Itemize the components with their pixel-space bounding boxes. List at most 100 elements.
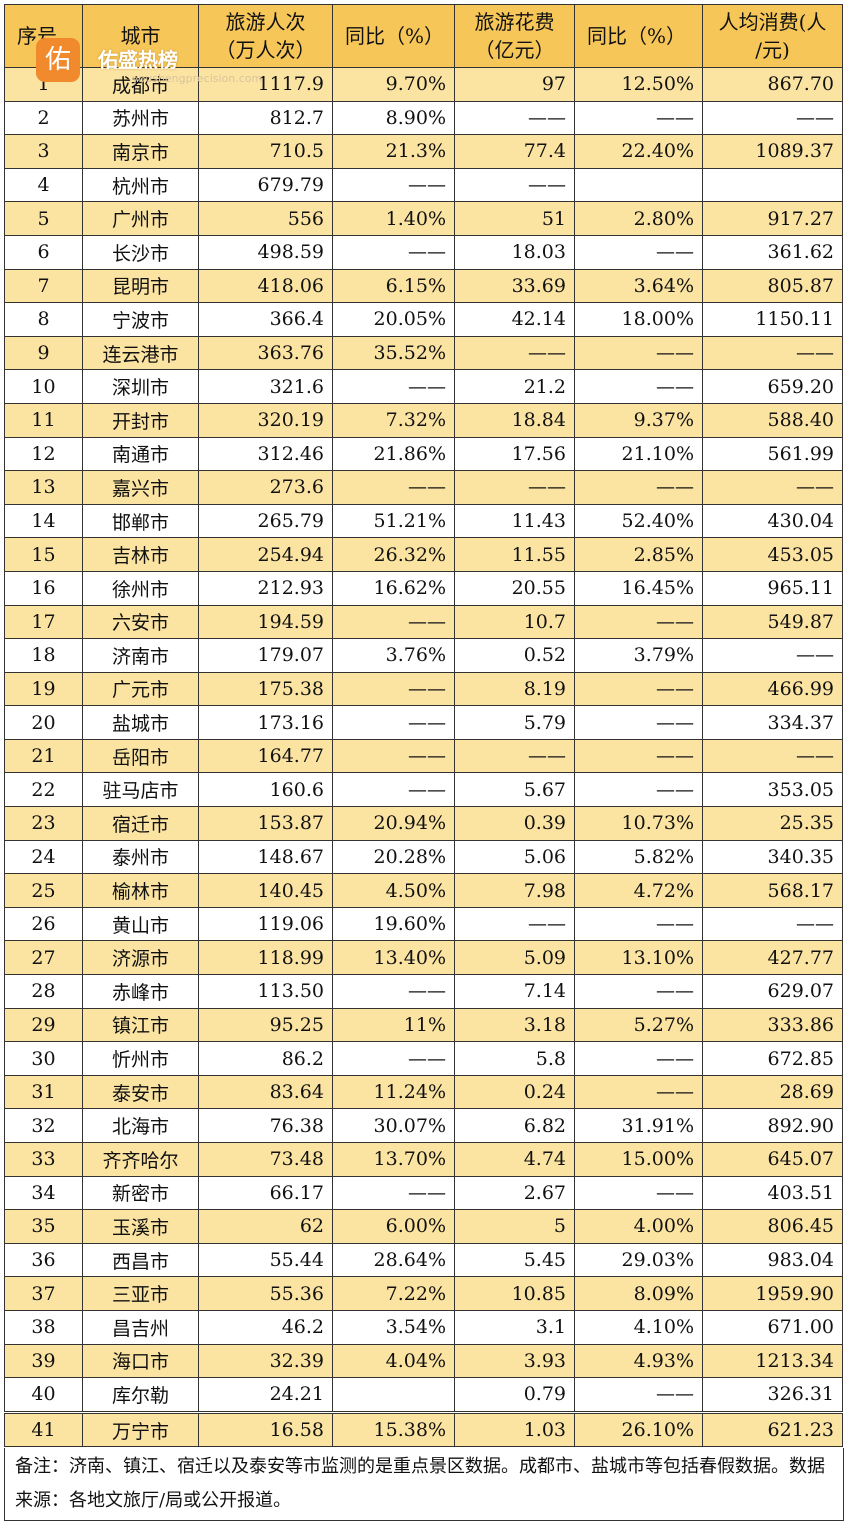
- cell-spending: 3.1: [454, 1309, 575, 1345]
- table-row: 36 西昌市 55.44 28.64% 5.45 29.03% 983.04: [4, 1242, 843, 1278]
- table-row: 4 杭州市 679.79 —— ——: [4, 167, 843, 203]
- cell-spending-yoy: ——: [574, 1074, 703, 1110]
- cell-visitors-yoy: 4.50%: [332, 873, 455, 908]
- cell-per-capita: 629.07: [702, 974, 843, 1009]
- cell-spending: 8.19: [454, 671, 575, 707]
- table-row: 25 榆林市 140.45 4.50% 7.98 4.72% 568.17: [4, 873, 843, 908]
- cell-visitors-yoy: 51.21%: [332, 503, 455, 539]
- cell-per-capita: 806.45: [702, 1209, 843, 1244]
- cell-visitors-yoy: 35.52%: [332, 335, 455, 371]
- cell-spending-yoy: ——: [574, 738, 703, 774]
- cell-spending: ——: [454, 335, 575, 371]
- cell-index: 14: [4, 503, 83, 539]
- cell-city: 长沙市: [82, 234, 199, 270]
- cell-index: 18: [4, 638, 83, 673]
- cell-index: 27: [4, 940, 83, 976]
- cell-city: 南京市: [82, 134, 199, 169]
- cell-city: 泰安市: [82, 1074, 199, 1110]
- table-row: 34 新密市 66.17 —— 2.67 —— 403.51: [4, 1175, 843, 1211]
- table-row: 15 吉林市 254.94 26.32% 11.55 2.85% 453.05: [4, 537, 843, 572]
- cell-visitors: 679.79: [198, 167, 333, 203]
- cell-visitors-yoy: 11%: [332, 1007, 455, 1043]
- cell-spending-yoy: 21.10%: [574, 436, 703, 472]
- cell-index: 11: [4, 402, 83, 438]
- cell-visitors-yoy: 20.05%: [332, 302, 455, 337]
- cell-visitors-yoy: 6.00%: [332, 1209, 455, 1244]
- cell-spending: 20.55: [454, 570, 575, 606]
- cell-index: 41: [4, 1410, 83, 1448]
- table-row: 3 南京市 710.5 21.3% 77.4 22.40% 1089.37: [4, 134, 843, 169]
- cell-visitors-yoy: 6.15%: [332, 268, 455, 304]
- cell-per-capita: 326.31: [702, 1377, 843, 1413]
- table-row: 37 三亚市 55.36 7.22% 10.85 8.09% 1959.90: [4, 1276, 843, 1311]
- cell-visitors: 273.6: [198, 470, 333, 505]
- cell-city: 忻州市: [82, 1041, 199, 1076]
- cell-city: 宁波市: [82, 302, 199, 337]
- cell-spending: ——: [454, 167, 575, 203]
- table-row: 33 齐齐哈尔 73.48 13.70% 4.74 15.00% 645.07: [4, 1142, 843, 1177]
- cell-visitors: 83.64: [198, 1074, 333, 1110]
- cell-spending-yoy: ——: [574, 705, 703, 740]
- cell-index: 36: [4, 1242, 83, 1278]
- cell-visitors: 320.19: [198, 402, 333, 438]
- table-row: 2 苏州市 812.7 8.90% —— —— ——: [4, 100, 843, 136]
- cell-per-capita: 805.87: [702, 268, 843, 304]
- cell-visitors-yoy: ——: [332, 772, 455, 808]
- cell-index: 5: [4, 201, 83, 236]
- cell-visitors: 76.38: [198, 1108, 333, 1143]
- cell-index: 4: [4, 167, 83, 203]
- table-row: 13 嘉兴市 273.6 —— —— —— ——: [4, 470, 843, 505]
- cell-index: 9: [4, 335, 83, 371]
- cell-spending: 10.7: [454, 604, 575, 640]
- cell-per-capita: 333.86: [702, 1007, 843, 1043]
- cell-visitors-yoy: ——: [332, 738, 455, 774]
- cell-city: 济南市: [82, 638, 199, 673]
- cell-visitors-yoy: 7.22%: [332, 1276, 455, 1311]
- cell-spending-yoy: 29.03%: [574, 1242, 703, 1278]
- cell-visitors: 160.6: [198, 772, 333, 808]
- cell-visitors-yoy: 13.70%: [332, 1142, 455, 1177]
- cell-index: 32: [4, 1108, 83, 1143]
- cell-spending: ——: [454, 470, 575, 505]
- cell-visitors: 179.07: [198, 638, 333, 673]
- table-row: 41 万宁市 16.58 15.38% 1.03 26.10% 621.23: [4, 1410, 843, 1448]
- cell-visitors: 153.87: [198, 806, 333, 841]
- table-row: 31 泰安市 83.64 11.24% 0.24 —— 28.69: [4, 1074, 843, 1110]
- table-footnote: 备注：济南、镇江、宿迁以及泰安等市监测的是重点景区数据。成都市、盐城市等包括春假…: [4, 1448, 844, 1521]
- cell-per-capita: 334.37: [702, 705, 843, 740]
- cell-city: 广州市: [82, 201, 199, 236]
- cell-spending-yoy: ——: [574, 234, 703, 270]
- cell-visitors-yoy: 13.40%: [332, 940, 455, 976]
- cell-index: 40: [4, 1377, 83, 1413]
- cell-per-capita: 588.40: [702, 402, 843, 438]
- cell-visitors: 556: [198, 201, 333, 236]
- cell-spending: 33.69: [454, 268, 575, 304]
- table-row: 6 长沙市 498.59 —— 18.03 —— 361.62: [4, 234, 843, 270]
- table-row: 29 镇江市 95.25 11% 3.18 5.27% 333.86: [4, 1007, 843, 1043]
- cell-spending-yoy: 5.27%: [574, 1007, 703, 1043]
- cell-visitors: 66.17: [198, 1175, 333, 1211]
- cell-index: 6: [4, 234, 83, 270]
- cell-per-capita: 361.62: [702, 234, 843, 270]
- cell-city: 海口市: [82, 1343, 199, 1379]
- table-row: 14 邯郸市 265.79 51.21% 11.43 52.40% 430.04: [4, 503, 843, 539]
- table-header-row: 序号 城市 旅游人次 （万人次） 同比（%） 旅游花费 （亿元） 同比（%） 人均消…: [4, 4, 843, 68]
- cell-visitors: 312.46: [198, 436, 333, 472]
- header-per-capita: 人均消费(人/元): [702, 4, 843, 68]
- cell-spending-yoy: 18.00%: [574, 302, 703, 337]
- cell-per-capita: 427.77: [702, 940, 843, 976]
- watermark-logo-icon: 佑: [36, 38, 80, 82]
- cell-index: 23: [4, 806, 83, 841]
- cell-spending-yoy: 22.40%: [574, 134, 703, 169]
- cell-spending: 0.39: [454, 806, 575, 841]
- cell-visitors-yoy: 28.64%: [332, 1242, 455, 1278]
- cell-visitors: 46.2: [198, 1309, 333, 1345]
- cell-per-capita: ——: [702, 906, 843, 942]
- cell-visitors: 173.16: [198, 705, 333, 740]
- cell-index: 8: [4, 302, 83, 337]
- cell-city: 六安市: [82, 604, 199, 640]
- cell-spending-yoy: 13.10%: [574, 940, 703, 976]
- cell-city: 徐州市: [82, 570, 199, 606]
- cell-spending-yoy: 2.85%: [574, 537, 703, 572]
- cell-spending: 4.74: [454, 1142, 575, 1177]
